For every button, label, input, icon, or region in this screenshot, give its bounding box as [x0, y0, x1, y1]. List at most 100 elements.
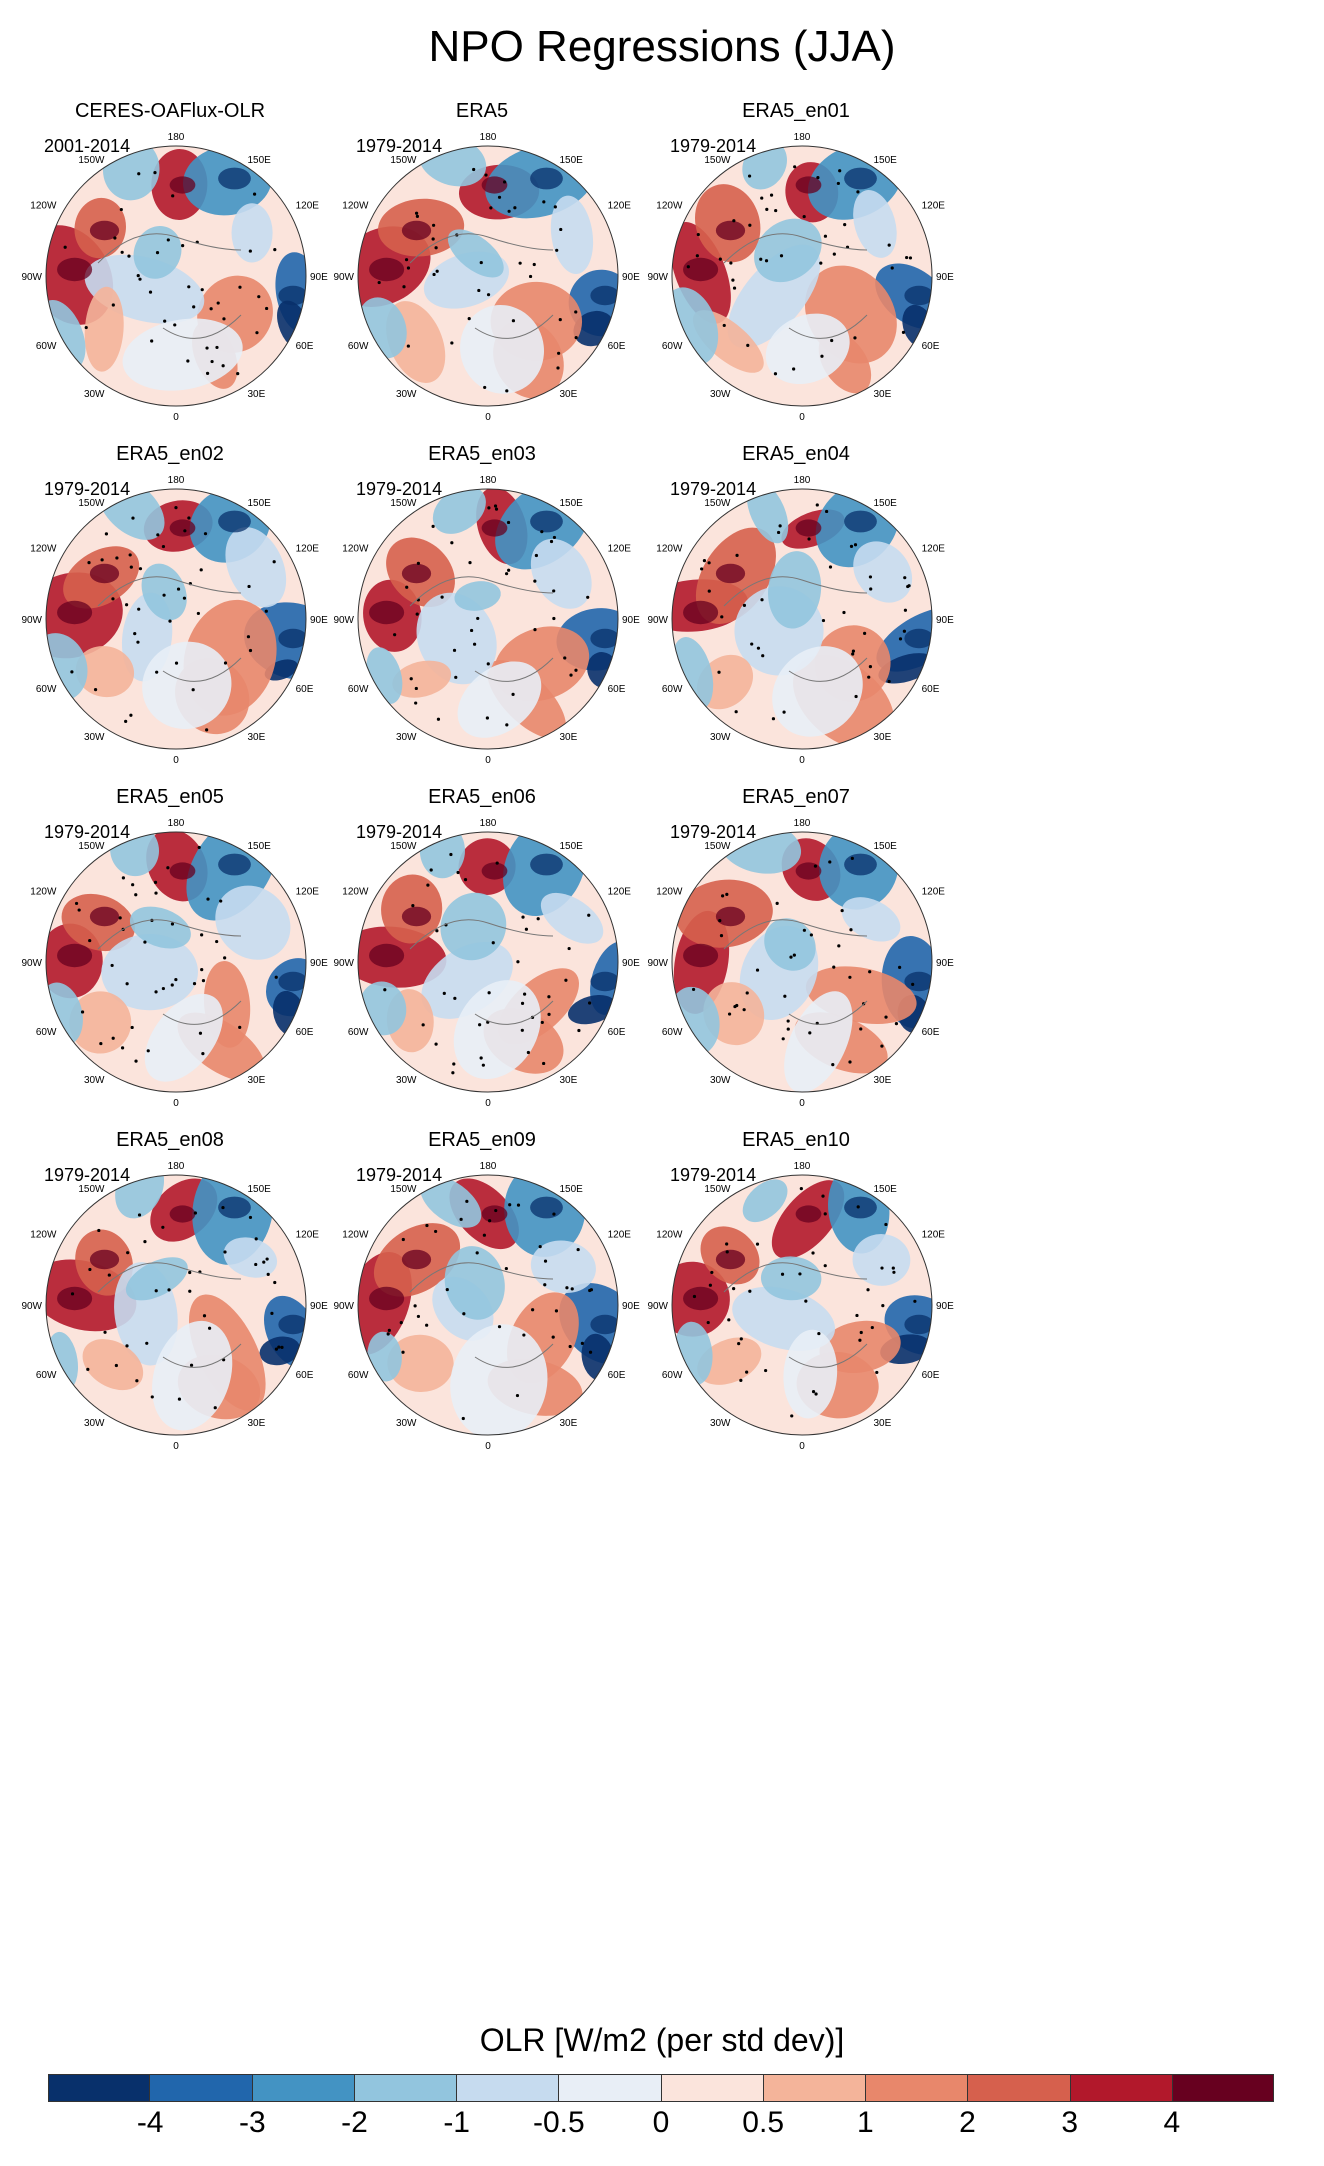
significance-dot — [565, 1286, 569, 1290]
olr-anomaly-core — [481, 519, 508, 537]
longitude-label: 120W — [342, 886, 369, 897]
olr-anomaly-patch — [419, 832, 465, 879]
significance-dot — [902, 629, 906, 633]
significance-dot — [163, 319, 167, 323]
olr-anomaly-core — [278, 971, 306, 992]
significance-dot — [198, 1031, 203, 1035]
significance-dot — [832, 252, 836, 256]
significance-dot — [559, 227, 563, 232]
olr-anomaly-patch — [853, 541, 913, 603]
longitude-label: 150E — [248, 498, 272, 509]
significance-dot — [222, 317, 226, 321]
significance-dot — [727, 1318, 731, 1322]
significance-dot — [124, 719, 128, 723]
significance-dot — [130, 1025, 134, 1030]
significance-dot — [404, 258, 409, 262]
longitude-label: 90E — [310, 615, 328, 626]
significance-dot — [254, 1237, 258, 1241]
olr-anomaly-core — [904, 285, 932, 306]
olr-anomaly-core — [904, 628, 932, 649]
panel-period: 1979-2014 — [356, 136, 443, 156]
significance-dot — [786, 1027, 790, 1031]
olr-anomaly-core — [715, 906, 746, 927]
significance-dot — [547, 995, 551, 999]
significance-dot — [485, 716, 489, 720]
significance-dot — [415, 214, 420, 219]
olr-anomaly-patch — [142, 641, 232, 729]
longitude-label: 120W — [30, 1229, 57, 1240]
significance-dot — [552, 616, 556, 621]
significance-dot — [588, 1001, 592, 1005]
olr-anomaly-core — [481, 176, 508, 194]
olr-anomaly-core — [844, 167, 877, 190]
significance-dot — [695, 254, 699, 258]
significance-dot — [138, 567, 143, 571]
longitude-label: 30W — [396, 1418, 417, 1429]
significance-dot — [401, 1350, 405, 1354]
significance-dot — [702, 559, 707, 563]
longitude-label: 60W — [662, 1370, 683, 1381]
significance-dot — [409, 677, 413, 681]
significance-dot — [274, 1347, 279, 1351]
significance-dot — [554, 1309, 559, 1313]
polar-map: 180 150W 150E 120W 120E 90W 90E 60W 60E 30W 30E 0 — [333, 1161, 640, 1452]
significance-dot — [748, 223, 752, 227]
coastline — [409, 1262, 554, 1368]
significance-dot — [115, 556, 119, 560]
longitude-label: 60E — [608, 341, 626, 352]
longitude-label: 120E — [608, 1229, 632, 1240]
olr-anomaly-core — [715, 220, 746, 241]
olr-anomaly-patch — [540, 892, 604, 944]
colorbar-segment — [457, 2074, 560, 2102]
olr-field — [46, 832, 306, 1092]
significance-dot — [836, 181, 840, 186]
olr-anomaly-patch — [84, 286, 124, 372]
significance-dot — [707, 589, 711, 593]
longitude-label: 90E — [622, 615, 640, 626]
significance-dot — [547, 1012, 551, 1016]
significance-dot — [769, 193, 774, 197]
significance-dot — [807, 537, 811, 541]
olr-anomaly-patch — [152, 1320, 233, 1431]
significance-dot — [789, 955, 793, 959]
olr-anomaly-core — [218, 510, 251, 533]
significance-dot — [732, 219, 736, 223]
map-panel: CERES-OAFlux-OLR 2001-2014 180 150W 150E 120W… — [21, 100, 440, 540]
olr-anomaly-patch — [697, 1337, 762, 1385]
significance-dot — [742, 1008, 746, 1012]
longitude-label: 0 — [173, 755, 179, 766]
longitude-label: 150E — [248, 155, 272, 166]
significance-dot — [406, 266, 411, 270]
significance-dot — [776, 530, 781, 535]
olr-anomaly-core — [278, 628, 306, 649]
significance-dot — [563, 656, 567, 660]
significance-dot — [449, 852, 453, 857]
significance-dot — [215, 345, 219, 350]
longitude-label: 150W — [390, 841, 417, 852]
significance-dot — [414, 211, 419, 215]
significance-dot — [120, 250, 124, 254]
olr-anomaly-patch — [223, 1237, 278, 1278]
significance-dot — [435, 929, 439, 933]
significance-dot — [868, 575, 873, 579]
olr-anomaly-patch — [841, 897, 901, 942]
significance-dot — [104, 532, 109, 536]
olr-anomaly-core — [795, 519, 822, 537]
coastline — [409, 919, 554, 1025]
significance-dot — [189, 1363, 194, 1367]
longitude-label: 90W — [333, 272, 354, 283]
significance-dot — [747, 174, 752, 178]
significance-dot — [759, 257, 763, 261]
significance-dot — [516, 960, 520, 964]
significance-dot — [411, 903, 415, 908]
significance-dot — [121, 876, 125, 880]
significance-dot — [197, 845, 201, 850]
significance-dot — [80, 1010, 85, 1014]
significance-dot — [515, 1393, 520, 1398]
significance-dot — [761, 654, 765, 658]
panel-title: ERA5_en03 — [428, 443, 536, 465]
significance-dot — [569, 673, 573, 677]
significance-dot — [125, 603, 129, 607]
longitude-label: 60E — [608, 1027, 626, 1038]
significance-dot — [93, 688, 98, 692]
